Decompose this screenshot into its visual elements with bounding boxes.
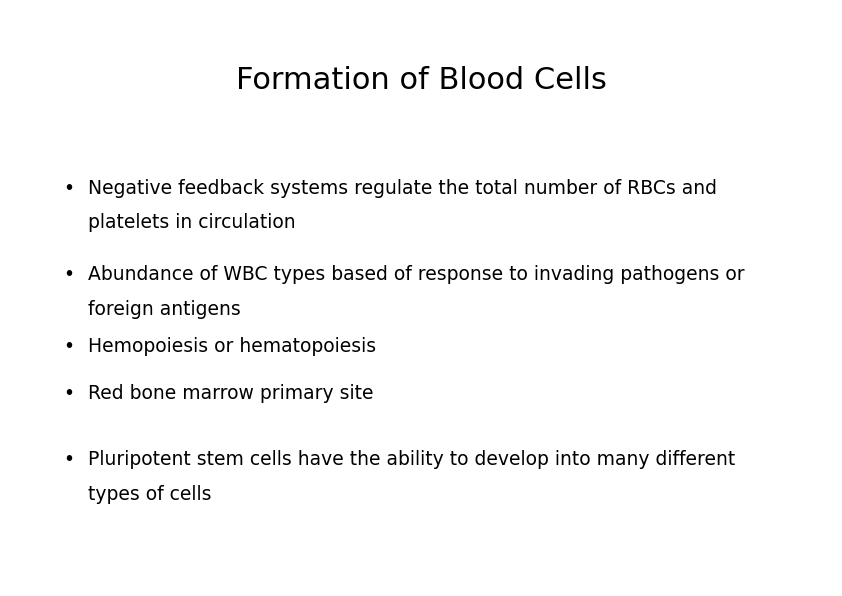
Text: •: •: [63, 384, 74, 403]
Text: •: •: [63, 337, 74, 356]
Text: Abundance of WBC types based of response to invading pathogens or: Abundance of WBC types based of response…: [88, 265, 745, 284]
Text: •: •: [63, 265, 74, 284]
Text: Hemopoiesis or hematopoiesis: Hemopoiesis or hematopoiesis: [88, 337, 376, 356]
Text: Pluripotent stem cells have the ability to develop into many different: Pluripotent stem cells have the ability …: [88, 450, 736, 469]
Text: Red bone marrow primary site: Red bone marrow primary site: [88, 384, 374, 403]
Text: foreign antigens: foreign antigens: [88, 300, 241, 319]
Text: Negative feedback systems regulate the total number of RBCs and: Negative feedback systems regulate the t…: [88, 179, 717, 198]
Text: Formation of Blood Cells: Formation of Blood Cells: [236, 66, 606, 95]
Text: •: •: [63, 179, 74, 198]
Text: •: •: [63, 450, 74, 469]
Text: types of cells: types of cells: [88, 485, 212, 504]
Text: platelets in circulation: platelets in circulation: [88, 213, 296, 232]
